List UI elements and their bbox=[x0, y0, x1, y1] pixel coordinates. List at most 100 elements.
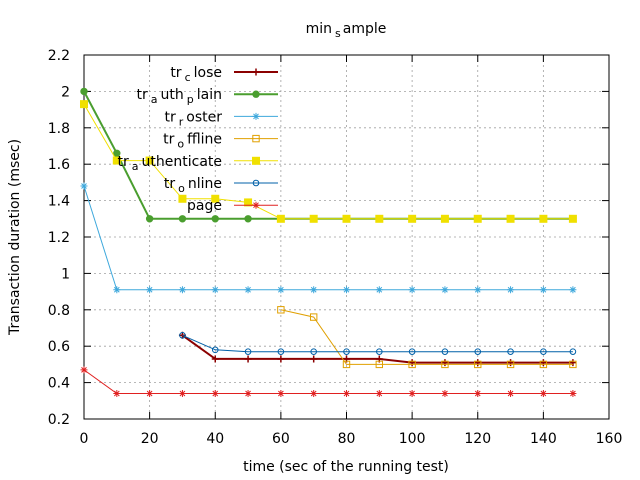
data-point bbox=[474, 390, 482, 398]
legend-label: tr a uthenticate bbox=[118, 154, 222, 173]
y-tick-label: 1.6 bbox=[48, 157, 70, 173]
data-point bbox=[342, 360, 351, 369]
data-point bbox=[474, 360, 482, 369]
data-point bbox=[375, 214, 384, 223]
series-3 bbox=[277, 306, 577, 369]
data-point bbox=[343, 348, 350, 355]
data-point bbox=[178, 215, 187, 223]
y-tick-label: 1 bbox=[61, 266, 70, 282]
data-point bbox=[569, 348, 577, 355]
legend-marker bbox=[252, 112, 260, 120]
legend-marker bbox=[252, 68, 260, 76]
data-point bbox=[309, 313, 318, 321]
data-point bbox=[80, 100, 88, 109]
data-point bbox=[539, 286, 547, 294]
x-tick-label: 60 bbox=[272, 431, 290, 447]
data-point bbox=[540, 348, 547, 355]
data-point bbox=[408, 286, 416, 294]
data-point bbox=[112, 156, 121, 165]
legend-label: tr c lose bbox=[170, 65, 222, 84]
data-point bbox=[277, 390, 285, 398]
data-point bbox=[440, 214, 449, 223]
legend-item: tr c lose bbox=[170, 65, 278, 84]
data-point bbox=[375, 286, 383, 294]
x-tick-label: 0 bbox=[80, 431, 89, 447]
data-point bbox=[539, 214, 548, 223]
data-point bbox=[506, 214, 515, 223]
legend-item: page bbox=[187, 198, 278, 214]
y-tick-label: 0.4 bbox=[48, 376, 70, 392]
y-tick-label: 0.6 bbox=[48, 339, 70, 355]
y-tick-label: 2.2 bbox=[48, 48, 70, 64]
data-point bbox=[80, 182, 88, 190]
legend-item: tr o ffline bbox=[163, 132, 278, 151]
data-point bbox=[376, 348, 383, 355]
data-point bbox=[408, 390, 416, 398]
series-line bbox=[83, 369, 573, 394]
legend-item: tr a uth p lain bbox=[137, 87, 278, 106]
series-0 bbox=[178, 331, 577, 367]
series-line bbox=[83, 185, 573, 291]
data-point bbox=[211, 390, 219, 398]
data-point bbox=[211, 194, 220, 203]
data-point bbox=[145, 215, 154, 223]
data-point bbox=[441, 359, 449, 367]
series-4 bbox=[80, 100, 577, 223]
y-tick-label: 1.4 bbox=[48, 194, 70, 210]
legend-label: page bbox=[187, 198, 222, 214]
y-tick-label: 1.2 bbox=[48, 230, 70, 246]
series-6 bbox=[80, 366, 577, 398]
data-point bbox=[80, 366, 88, 374]
data-point bbox=[244, 355, 252, 363]
data-point bbox=[309, 214, 318, 223]
data-point bbox=[507, 390, 515, 398]
legend-marker bbox=[252, 201, 260, 209]
data-point bbox=[244, 198, 253, 207]
data-point bbox=[408, 359, 416, 367]
legend-label: tr o nline bbox=[164, 176, 222, 195]
data-point bbox=[145, 156, 154, 165]
data-point bbox=[146, 286, 154, 294]
legend-marker bbox=[252, 134, 260, 143]
x-tick-label: 120 bbox=[464, 431, 491, 447]
x-axis-label: time (sec of the running test) bbox=[243, 459, 449, 475]
data-point bbox=[277, 286, 285, 294]
series-5 bbox=[179, 331, 577, 355]
data-point bbox=[211, 215, 219, 223]
legend-label: tr r oster bbox=[165, 109, 223, 128]
data-point bbox=[211, 286, 219, 294]
series-2 bbox=[80, 182, 577, 294]
data-point bbox=[310, 286, 318, 294]
data-point bbox=[211, 355, 219, 363]
data-point bbox=[211, 346, 219, 354]
data-point bbox=[343, 286, 350, 294]
series-line bbox=[182, 334, 573, 353]
grid-lines bbox=[84, 55, 609, 419]
x-tick-label: 140 bbox=[530, 431, 557, 447]
data-point bbox=[277, 348, 285, 355]
data-point bbox=[244, 348, 252, 355]
legend-label: tr o ffline bbox=[163, 132, 222, 151]
data-point bbox=[343, 390, 350, 398]
data-point bbox=[375, 360, 384, 369]
legend-item: tr o nline bbox=[164, 176, 278, 195]
x-tick-label: 40 bbox=[206, 431, 224, 447]
data-point bbox=[276, 214, 285, 223]
data-point bbox=[507, 359, 515, 367]
data-point bbox=[474, 359, 482, 367]
data-point bbox=[113, 149, 121, 157]
y-axis-label: Transaction duration (msec) bbox=[7, 139, 23, 336]
series-line bbox=[83, 103, 573, 220]
data-point bbox=[408, 360, 416, 369]
x-tick-label: 100 bbox=[399, 431, 426, 447]
data-point bbox=[310, 355, 318, 363]
data-point bbox=[569, 286, 577, 294]
legend-item: tr a uthenticate bbox=[118, 154, 278, 173]
data-point bbox=[113, 286, 121, 294]
data-point bbox=[441, 286, 449, 294]
data-point bbox=[507, 348, 514, 355]
x-tick-label: 160 bbox=[596, 431, 623, 447]
legend-marker bbox=[252, 179, 260, 187]
legend-item: tr r oster bbox=[165, 109, 278, 128]
data-point bbox=[474, 348, 482, 355]
